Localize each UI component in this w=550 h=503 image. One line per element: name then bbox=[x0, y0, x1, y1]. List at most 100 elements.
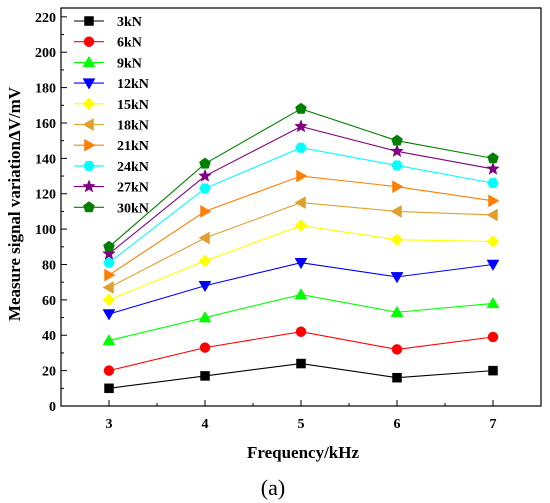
y-tick-label: 160 bbox=[35, 117, 56, 132]
data-point-15kn bbox=[294, 219, 308, 232]
data-point-27kn bbox=[294, 119, 308, 133]
series-30kn bbox=[103, 102, 499, 252]
data-point-3kn bbox=[488, 365, 498, 376]
data-point-27kn bbox=[390, 144, 404, 158]
series-layer bbox=[102, 102, 500, 394]
data-point-9kn bbox=[486, 296, 500, 309]
data-point-12kn bbox=[294, 257, 308, 270]
data-point-15kn bbox=[102, 293, 116, 307]
data-point-6kn bbox=[295, 326, 307, 337]
series-line-18kn bbox=[108, 202, 494, 288]
series-27kn bbox=[102, 119, 500, 260]
legend-label: 27kN bbox=[117, 181, 149, 196]
data-point-9kn bbox=[102, 334, 116, 346]
legend-marker-18kn bbox=[82, 118, 94, 131]
data-point-21kn bbox=[200, 204, 212, 218]
data-point-24kn bbox=[199, 183, 211, 194]
legend-entry-27kn: 27kN bbox=[74, 179, 149, 196]
data-point-15kn bbox=[486, 235, 500, 248]
data-point-12kn bbox=[486, 259, 500, 271]
series-12kn bbox=[102, 257, 500, 321]
y-tick-label: 60 bbox=[42, 294, 56, 309]
data-point-15kn bbox=[390, 233, 404, 247]
legend-entry-9kn: 9kN bbox=[74, 55, 142, 71]
legend-marker-12kn bbox=[82, 78, 96, 90]
legend-label: 30kN bbox=[117, 201, 149, 216]
legend-marker-30kn bbox=[83, 201, 95, 213]
x-tick-label: 7 bbox=[490, 417, 497, 432]
x-tick-label: 4 bbox=[202, 417, 209, 432]
legend-entry-6kn: 6kN bbox=[74, 36, 142, 51]
x-tick-label: 6 bbox=[394, 417, 401, 432]
legend-entry-30kn: 30kN bbox=[74, 201, 149, 216]
y-axis-label: Measure signal variationΔV/mV bbox=[5, 86, 24, 321]
y-axis: 0 20 40 60 80 100 120 140 160 180 200 220 bbox=[35, 11, 67, 415]
data-point-6kn bbox=[199, 342, 211, 353]
data-point-30kn bbox=[391, 134, 403, 146]
data-point-27kn bbox=[486, 161, 500, 175]
data-point-18kn bbox=[294, 196, 306, 210]
data-point-30kn bbox=[103, 240, 115, 252]
data-point-30kn bbox=[487, 152, 499, 164]
legend-label: 6kN bbox=[117, 36, 142, 51]
y-tick-label: 40 bbox=[42, 329, 56, 344]
data-point-21kn bbox=[104, 268, 116, 282]
y-tick-label: 100 bbox=[35, 223, 56, 238]
data-point-21kn bbox=[296, 169, 308, 183]
legend-label: 24kN bbox=[117, 160, 149, 175]
y-tick-label: 200 bbox=[35, 46, 56, 61]
data-point-9kn bbox=[294, 288, 308, 300]
data-point-3kn bbox=[104, 383, 114, 394]
series-9kn bbox=[102, 288, 500, 346]
y-tick-label: 140 bbox=[35, 152, 56, 167]
series-24kn bbox=[103, 142, 499, 268]
y-tick-label: 120 bbox=[35, 188, 56, 203]
x-tick-label: 3 bbox=[106, 417, 113, 432]
legend-label: 15kN bbox=[117, 98, 149, 113]
legend-entry-21kn: 21kN bbox=[74, 138, 149, 154]
data-point-21kn bbox=[488, 194, 500, 208]
legend-entry-15kn: 15kN bbox=[74, 97, 149, 113]
data-point-12kn bbox=[390, 272, 404, 284]
legend-label: 9kN bbox=[117, 56, 142, 71]
legend-entry-18kn: 18kN bbox=[74, 118, 149, 134]
data-point-24kn bbox=[487, 178, 499, 189]
series-21kn bbox=[104, 169, 500, 282]
data-point-6kn bbox=[487, 331, 499, 343]
data-point-15kn bbox=[198, 254, 212, 268]
y-tick-label: 20 bbox=[42, 365, 56, 380]
data-point-24kn bbox=[391, 160, 403, 171]
legend-marker-27kn bbox=[82, 179, 96, 193]
legend-entry-12kn: 12kN bbox=[74, 77, 149, 92]
series-3kn bbox=[104, 358, 498, 394]
figure-caption: (a) bbox=[261, 475, 285, 500]
legend-marker-6kn bbox=[83, 36, 95, 47]
data-point-18kn bbox=[102, 281, 114, 294]
data-point-30kn bbox=[295, 102, 307, 114]
data-point-6kn bbox=[103, 365, 115, 376]
data-point-27kn bbox=[102, 246, 116, 260]
data-point-18kn bbox=[390, 204, 402, 218]
legend: 3kN 6kN 9kN 12kN 15kN 18kN 21kN 24kN 27kN 30kN bbox=[74, 15, 149, 216]
y-tick-label: 0 bbox=[49, 400, 56, 415]
legend-marker-9kn bbox=[82, 55, 96, 68]
data-point-9kn bbox=[198, 311, 212, 323]
legend-entry-3kn: 3kN bbox=[74, 15, 142, 30]
y-tick-label: 180 bbox=[35, 82, 56, 97]
legend-marker-24kn bbox=[83, 160, 95, 171]
y-tick-label: 220 bbox=[35, 11, 56, 26]
data-point-12kn bbox=[198, 280, 212, 293]
legend-label: 18kN bbox=[117, 119, 149, 134]
x-axis: 3 4 5 6 7 bbox=[60, 400, 542, 432]
legend-marker-21kn bbox=[84, 138, 96, 152]
data-point-9kn bbox=[390, 305, 404, 317]
legend-marker-15kn bbox=[82, 97, 96, 111]
y-tick-label: 80 bbox=[42, 258, 56, 273]
data-point-18kn bbox=[198, 231, 210, 245]
legend-label: 3kN bbox=[117, 15, 142, 30]
series-6kn bbox=[103, 326, 499, 376]
data-point-24kn bbox=[295, 142, 307, 153]
legend-label: 21kN bbox=[117, 139, 149, 154]
data-point-3kn bbox=[392, 372, 402, 383]
